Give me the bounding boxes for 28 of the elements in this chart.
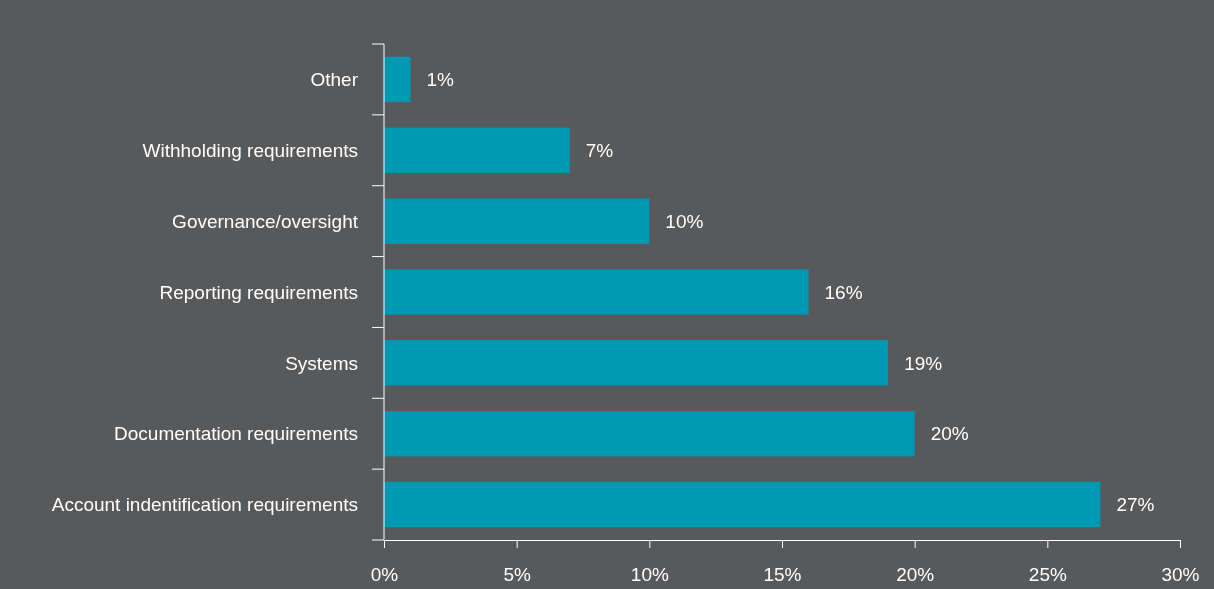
- y-tick-label: Reporting requirements: [159, 281, 358, 303]
- x-tick-label: 20%: [896, 564, 935, 586]
- data-label: 20%: [930, 423, 969, 445]
- x-tick-label: 25%: [1028, 564, 1067, 586]
- bar: [384, 198, 650, 244]
- bar: [384, 411, 915, 457]
- data-label: 7%: [585, 139, 614, 161]
- y-tick-label: Systems: [285, 352, 358, 374]
- y-tick-label: Documentation requirements: [114, 423, 358, 445]
- y-tick-label: Other: [310, 69, 359, 91]
- y-tick-label: Withholding requirements: [142, 139, 358, 161]
- bar: [384, 127, 570, 173]
- y-tick-label: Account indentification requirements: [51, 494, 358, 516]
- x-tick-label: 30%: [1161, 564, 1200, 586]
- data-label: 16%: [824, 281, 863, 303]
- data-label: 19%: [904, 352, 943, 374]
- data-label: 27%: [1116, 494, 1155, 516]
- data-label: 1%: [426, 69, 455, 91]
- x-tick-label: 0%: [370, 564, 399, 586]
- bar: [384, 269, 809, 315]
- bar: [384, 481, 1101, 528]
- bar: [384, 56, 411, 103]
- x-tick-label: 5%: [503, 564, 531, 586]
- bar: [384, 340, 889, 386]
- y-tick-label: Governance/oversight: [172, 210, 359, 232]
- data-label: 10%: [665, 210, 704, 232]
- x-tick-label: 15%: [763, 564, 802, 586]
- x-tick-label: 10%: [630, 564, 669, 586]
